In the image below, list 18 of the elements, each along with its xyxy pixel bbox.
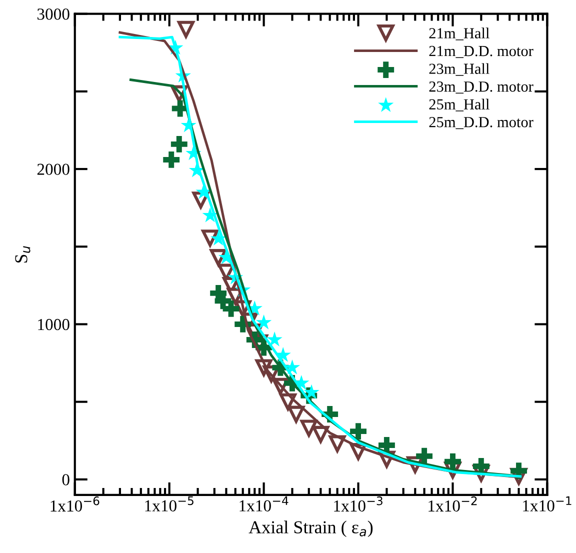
- x-tick-label: 1x10$^{−3}$: [334, 496, 382, 512]
- y-tick-label: 3000: [37, 8, 70, 20]
- x-tick-label: 1x10$^{−2}$: [428, 496, 477, 512]
- legend-label: 23m_D.D. motor: [429, 81, 534, 94]
- y-tick-label: 2000: [37, 164, 70, 175]
- x-tick-label: 1x10$^{−1}$: [523, 496, 572, 512]
- y-tick-label: 1000: [38, 318, 70, 330]
- x-axis-title: Axial Strain ( ε$_{a}$): [248, 520, 373, 538]
- legend-label: 25m_Hall: [429, 98, 490, 112]
- legend-label: 23m_Hall: [429, 63, 490, 76]
- x-tick-label: 1x10$^{−6}$: [50, 496, 100, 512]
- legend-label: 21m_Hall: [429, 28, 490, 40]
- x-tick-label: 1x10$^{−4}$: [240, 496, 288, 512]
- y-axis-title: S$_{u}$: [15, 246, 30, 263]
- y-tick-label: 0: [62, 474, 70, 486]
- legend-label: 25m_D.D. motor: [429, 116, 534, 130]
- x-tick-label: 1x10$^{−5}$: [145, 496, 194, 512]
- legend-label: 21m_D.D. motor: [429, 46, 534, 58]
